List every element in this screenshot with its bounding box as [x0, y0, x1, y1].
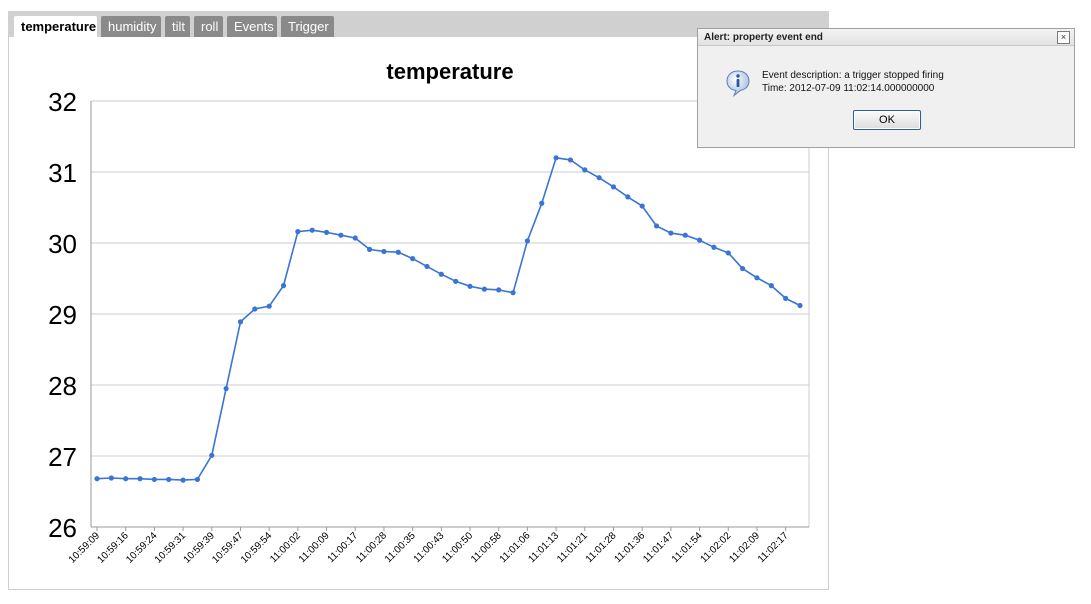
chart-title: temperature — [386, 59, 513, 84]
close-icon[interactable]: × — [1057, 31, 1070, 44]
data-point — [108, 475, 114, 481]
data-point — [366, 246, 373, 252]
data-point — [467, 283, 473, 289]
y-tick-label: 26 — [48, 513, 77, 543]
tab-bar: temperature humidity tilt roll Events Tr… — [8, 11, 829, 37]
tab-events[interactable]: Events — [227, 16, 277, 37]
data-point — [639, 203, 645, 209]
data-point — [252, 306, 258, 312]
data-point — [395, 249, 401, 255]
x-tick-label: 11:02:17 — [756, 530, 791, 565]
data-point — [151, 476, 157, 483]
y-tick-label: 27 — [48, 442, 77, 472]
ok-button[interactable]: OK — [853, 110, 921, 130]
data-point — [625, 194, 631, 200]
data-point — [754, 275, 760, 281]
data-point — [596, 175, 602, 181]
tab-trigger[interactable]: Trigger — [281, 16, 334, 37]
event-time: Time: 2012-07-09 11:02:14.000000000 — [762, 83, 935, 94]
data-point — [381, 248, 387, 255]
data-point — [280, 283, 287, 289]
data-point — [567, 157, 574, 163]
data-point — [237, 319, 244, 325]
data-point — [783, 295, 789, 301]
y-tick-label: 30 — [48, 229, 77, 259]
data-point — [438, 271, 444, 277]
data-point — [295, 229, 301, 235]
data-point — [610, 184, 617, 190]
y-tick-label: 31 — [48, 158, 77, 188]
data-point — [553, 155, 559, 161]
data-point — [94, 476, 100, 482]
data-point — [424, 263, 430, 270]
data-point — [711, 244, 717, 250]
data-point — [797, 302, 803, 309]
data-point — [266, 303, 272, 309]
alert-dialog: Alert: property event end × Event descri… — [697, 28, 1075, 148]
tab-roll[interactable]: roll — [194, 16, 223, 37]
data-point — [539, 200, 545, 206]
info-icon — [726, 70, 750, 97]
data-point — [768, 283, 774, 289]
data-point — [725, 250, 731, 256]
data-point — [524, 238, 531, 244]
data-point — [696, 237, 703, 243]
data-point — [653, 223, 660, 229]
data-point — [740, 265, 746, 272]
data-point — [682, 232, 688, 238]
data-point — [180, 477, 186, 483]
data-point — [137, 476, 143, 482]
data-point — [123, 476, 129, 482]
temperature-chart: temperature2627282930313210:59:0910:59:1… — [48, 59, 810, 566]
tab-temperature[interactable]: temperature — [14, 16, 97, 37]
y-tick-label: 29 — [48, 300, 77, 330]
tab-humidity[interactable]: humidity — [101, 16, 161, 37]
data-point — [453, 278, 459, 284]
y-tick-label: 32 — [48, 87, 77, 117]
data-point — [582, 167, 588, 173]
alert-title: Alert: property event end — [698, 29, 1074, 46]
x-tick-label: 10:59:54 — [239, 530, 275, 566]
data-point — [338, 232, 344, 238]
data-point — [496, 287, 502, 293]
chart-panel: temperature 26 27 28 29 30 31 32 10:59:09 10:59:1… — [8, 37, 829, 590]
data-point — [166, 476, 172, 483]
data-point — [194, 476, 201, 483]
y-tick-label: 28 — [48, 371, 77, 401]
data-point — [352, 235, 358, 241]
data-point — [309, 227, 315, 233]
data-point — [209, 452, 215, 458]
data-point — [410, 256, 416, 262]
data-point — [668, 230, 674, 236]
data-point — [510, 290, 516, 296]
data-point — [481, 286, 487, 292]
data-point — [223, 385, 229, 392]
tab-tilt[interactable]: tilt — [165, 16, 190, 37]
series-line — [96, 156, 801, 481]
data-point — [323, 229, 330, 235]
event-description: Event description: a trigger stopped fir… — [762, 70, 944, 81]
